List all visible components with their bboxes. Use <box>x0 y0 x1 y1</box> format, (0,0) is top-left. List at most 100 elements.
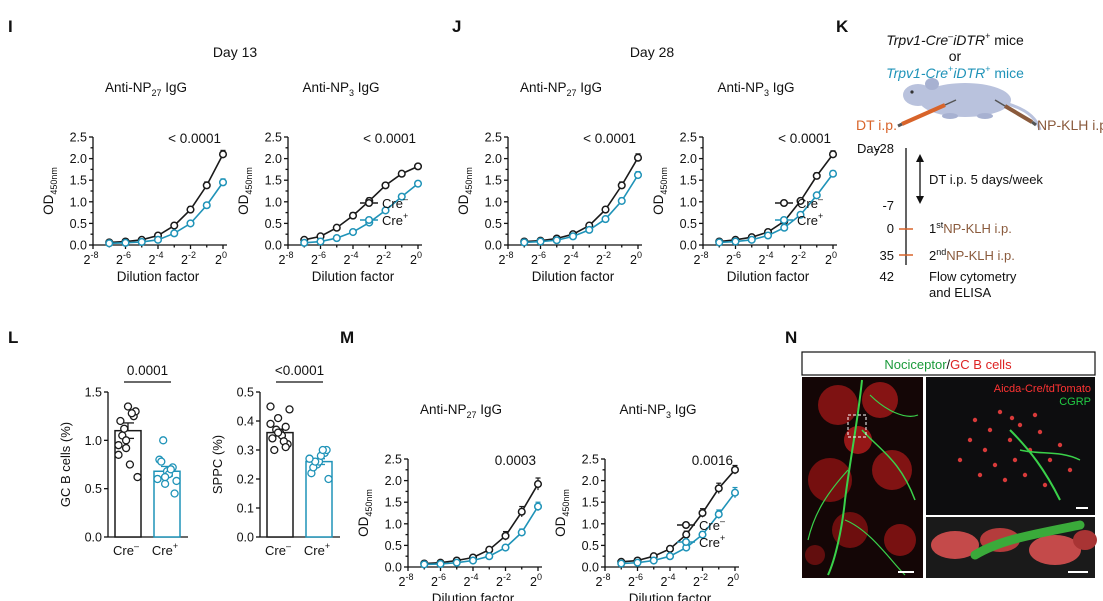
chart-j-np3: Anti-NP3 IgG 0.0 0.5 1.0 1.5 2.0 2.5 2-8 2-6 2-4 2… <box>651 80 838 284</box>
i1-ytick-label: 1.0 <box>70 195 87 209</box>
i2-ytick-label: 2.5 <box>265 131 282 145</box>
m1-ytick-label: 1.5 <box>385 496 402 510</box>
j1-xtick-label: 2-8 <box>499 250 514 267</box>
l2-xtick-label: Cre– <box>265 541 291 558</box>
i1-series-cre-minus-point <box>202 181 211 190</box>
mouse-icon <box>903 78 1042 131</box>
l2-bar-cre-minus-point <box>273 413 283 423</box>
m2-series-cre-plus-point <box>633 558 642 567</box>
k-day-42: 42 <box>880 269 894 284</box>
chart-m-np27: Anti-NP27 IgG 0.0 0.5 1.0 1.5 2.0 2.5 2-8 2-6 2-4… <box>356 402 543 601</box>
j1-xtick-label: 2-4 <box>564 250 579 267</box>
j2-ytick-label: 0.0 <box>680 239 697 253</box>
m2-legend-marker <box>681 520 691 530</box>
m1-xtick-label: 2-6 <box>431 572 446 589</box>
j2-legend-marker <box>779 198 789 208</box>
chart-i-np3: Anti-NP3 IgG 0.0 0.5 1.0 1.5 2.0 2.5 2-8 2-6 2-4 2… <box>236 80 423 284</box>
l1-ytick-label: 0.5 <box>85 482 102 496</box>
k-or: or <box>949 48 962 64</box>
j2-legend-label: Cre+ <box>797 211 823 228</box>
l2-bar-cre-minus-point <box>266 419 275 429</box>
chart-i-np27: Anti-NP27 IgG 0.0 0.5 1.0 1.5 2.0 2.5 2-8 2-6 2-4… <box>41 80 228 284</box>
i1-ytick-label: 2.0 <box>70 152 87 166</box>
j1-title: Anti-NP27 IgG <box>520 80 602 98</box>
j2-series-cre-plus-point <box>812 191 821 200</box>
l2-ytick-label: 0.3 <box>237 444 254 458</box>
m1-series-cre-plus-point <box>468 556 478 565</box>
m2-series-cre-plus-point <box>617 559 626 568</box>
j2-xtick-label: 20 <box>825 250 837 267</box>
m2-title: Anti-NP3 IgG <box>619 402 696 420</box>
m1-pvalue: 0.0003 <box>495 453 536 468</box>
i2-series-cre-plus-point <box>316 237 325 246</box>
n-image-zoom <box>926 517 1097 578</box>
i1-xtick-label: 20 <box>215 250 227 267</box>
i2-ytick-label: 2.0 <box>265 152 282 166</box>
m2-ytick-label: 2.5 <box>582 453 599 467</box>
i2-series-cre-plus-point <box>300 238 309 247</box>
panel-label-n: N <box>785 328 797 347</box>
m2-xtick-label: 2-2 <box>693 572 708 589</box>
j2-ytick-label: 0.5 <box>680 217 697 231</box>
m2-ytick-label: 1.0 <box>582 517 599 531</box>
header-day28: Day 28 <box>630 44 675 60</box>
i2-series-cre-plus-point <box>397 192 406 201</box>
j2-pvalue: < 0.0001 <box>778 131 831 146</box>
l2-bar-cre-minus-point <box>285 405 294 414</box>
j1-ytick-label: 2.0 <box>485 152 502 166</box>
l1-bar-cre-plus-point <box>160 472 170 482</box>
i2-ytick-label: 1.0 <box>265 195 282 209</box>
k-flow-line2: and ELISA <box>929 285 991 300</box>
i2-xtick-label: 2-8 <box>279 250 294 267</box>
j1-ytick-label: 1.0 <box>485 195 502 209</box>
m1-xtick-label: 2-8 <box>399 572 414 589</box>
m1-series-cre-plus-point <box>436 559 445 569</box>
k-mouse-line2: Trpv1-Cre+iDTR+ mice <box>886 64 1024 81</box>
panel-label-j: J <box>452 17 461 36</box>
i2-pvalue: < 0.0001 <box>363 131 416 146</box>
j2-ytick-label: 1.0 <box>680 195 697 209</box>
m2-series-cre-plus-point <box>730 488 740 497</box>
m2-series-cre-minus-point <box>714 484 723 493</box>
l2-ytick-label: 0.2 <box>237 473 254 487</box>
m2-ytick-label: 2.0 <box>582 474 599 488</box>
j1-xtick-label: 20 <box>630 250 642 267</box>
j2-ytick-label: 2.0 <box>680 152 697 166</box>
j2-series-cre-plus-point <box>747 235 756 244</box>
i2-ytick-label: 0.5 <box>265 217 282 231</box>
k-day-m28: -28 <box>875 141 894 156</box>
m2-legend-label: Cre+ <box>699 533 725 550</box>
j2-legend-label: Cre– <box>797 194 823 211</box>
i2-title: Anti-NP3 IgG <box>302 80 379 98</box>
l1-bar-cre-minus-point <box>116 416 125 426</box>
l2-bar-cre-plus-point <box>318 445 327 455</box>
n-image-3d: Aicda-Cre/tdTomato CGRP <box>926 377 1095 515</box>
j1-xtick-label: 2-6 <box>531 250 546 267</box>
i1-xtick-label: 2-8 <box>84 250 99 267</box>
l2-ytick-label: 0.0 <box>237 531 254 545</box>
j1-series-cre-minus-point <box>601 205 610 214</box>
j1-series-cre-minus-point <box>633 153 643 162</box>
l1-bar-cre-minus-point <box>121 436 131 445</box>
i2-series-cre-minus-point <box>348 211 358 220</box>
j2-ytick-label: 1.5 <box>680 174 697 188</box>
m1-ytick-label: 0.5 <box>385 539 402 553</box>
l1-bar-cre-minus-point <box>120 424 129 433</box>
j1-ytick-label: 1.5 <box>485 174 502 188</box>
k-first-np: 1stNP-KLH i.p. <box>929 220 1012 236</box>
i2-series-cre-plus-point <box>348 227 358 237</box>
k-dt-label: DT i.p. <box>856 117 897 133</box>
i2-xlabel: Dilution factor <box>312 269 395 284</box>
m1-ytick-label: 2.5 <box>385 453 402 467</box>
j1-series-cre-plus-point <box>520 238 529 247</box>
l2-bar-cre-minus-point <box>273 428 283 437</box>
k-mouse-line1: Trpv1-Cre–iDTR+ mice <box>886 31 1024 48</box>
m1-series-cre-minus-point <box>501 531 510 540</box>
l1-bar-cre-plus-point <box>170 489 179 498</box>
l1-bar-cre-minus-point <box>121 443 131 453</box>
l2-bar-cre-minus-point <box>281 442 290 452</box>
i2-xtick-label: 2-2 <box>376 250 391 267</box>
m2-ytick-label: 0.5 <box>582 539 599 553</box>
i2-legend-marker <box>364 198 374 208</box>
m1-series-cre-plus-point <box>452 558 461 567</box>
